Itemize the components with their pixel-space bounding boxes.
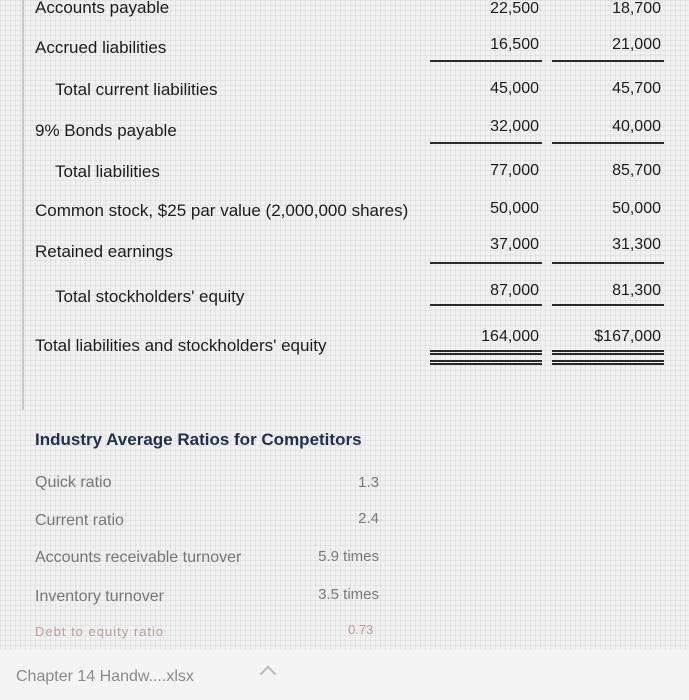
row-label-bonds-payable: 9% Bonds payable [35,121,177,140]
subtotal-underline [430,304,542,306]
subtotal-underline [430,142,542,144]
row-label-accrued-liabilities: Accrued liabilities [35,38,167,57]
row-value-1: 50,000 [490,200,539,217]
row-value-1: 45,000 [490,80,539,97]
row-label-accounts-payable: Accounts payable [35,0,170,17]
row-value-1: 37,000 [490,236,539,253]
column-border [22,0,24,410]
ratios-title: Industry Average Ratios for Competitors [35,430,362,449]
row-value-1: 22,500 [490,0,539,17]
subtotal-underline [552,304,664,306]
download-bar [0,650,689,700]
row-label-total-stockholders-equity: Total stockholders' equity [55,287,245,306]
row-value-2: 81,300 [612,282,661,299]
row-label-total-liabilities: Total liabilities [55,162,160,181]
ratio-label-current: Current ratio [35,512,124,529]
row-label-common-stock: Common stock, $25 par value (2,000,000 s… [35,201,409,220]
subtotal-underline [552,262,664,264]
ratio-label-ar-turnover: Accounts receivable turnover [35,549,242,566]
row-label-total-current-liabilities: Total current liabilities [55,80,218,99]
row-value-2: 85,700 [612,162,661,179]
row-value-1: 87,000 [490,282,539,299]
subtotal-underline [430,262,542,264]
row-value-1: 16,500 [490,36,539,53]
subtotal-underline [430,60,542,62]
row-value-2: 45,700 [612,80,661,97]
ratio-label-quick: Quick ratio [35,474,112,491]
ratio-value-quick: 1.3 [358,474,379,491]
row-value-1: 32,000 [490,118,539,135]
ratio-value-cut-off: 0.73 [348,622,374,637]
ratio-value-current: 2.4 [358,510,379,527]
row-label-total-liabilities-and-equity: Total liabilities and stockholders' equi… [35,336,327,355]
ratio-label-cut-off: Debt to equity ratio [35,624,165,639]
row-value-1: 164,000 [481,328,539,345]
subtotal-underline [552,142,664,144]
subtotal-underline [552,60,664,62]
row-value-2: 18,700 [612,0,661,17]
grand-total-double-underline [552,350,664,355]
download-file-label[interactable]: Chapter 14 Handw....xlsx [16,668,194,685]
row-value-2: $167,000 [594,328,661,345]
grand-total-double-underline [552,360,664,365]
ratio-label-inventory-turnover: Inventory turnover [35,588,164,605]
row-value-2: 50,000 [612,200,661,217]
row-label-retained-earnings: Retained earnings [35,242,173,261]
grand-total-double-underline [430,350,542,355]
row-value-1: 77,000 [490,162,539,179]
row-value-2: 31,300 [612,236,661,253]
ratio-value-ar-turnover: 5.9 times [318,548,379,565]
row-value-2: 21,000 [612,36,661,53]
ratio-value-inventory-turnover: 3.5 times [318,586,379,603]
grand-total-double-underline [430,360,542,365]
row-value-2: 40,000 [612,118,661,135]
